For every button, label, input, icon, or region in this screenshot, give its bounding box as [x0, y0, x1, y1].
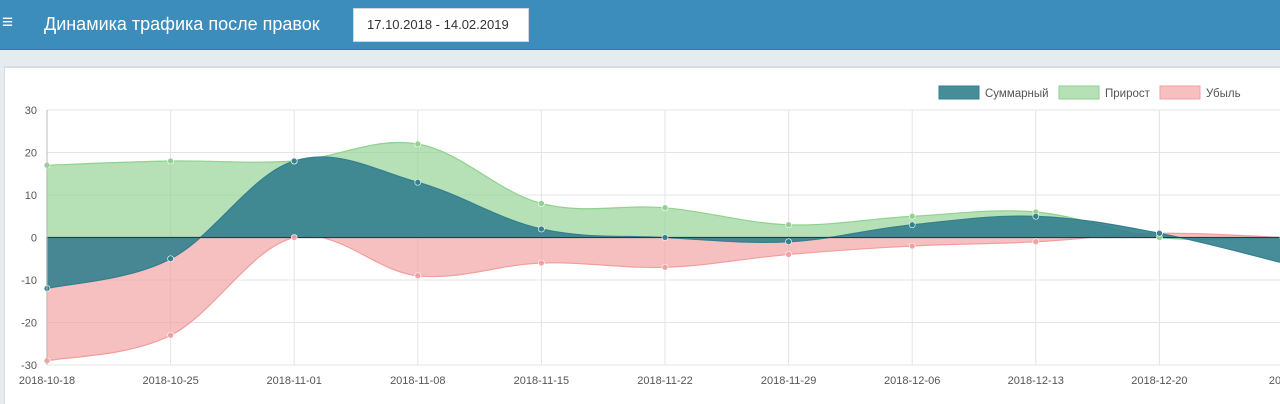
y-tick-label: -30: [21, 360, 37, 372]
y-tick-label: -10: [21, 275, 37, 287]
data-point[interactable]: [538, 200, 545, 207]
y-tick-label: 10: [25, 190, 37, 202]
legend-label[interactable]: Прирост: [1105, 88, 1151, 100]
data-point[interactable]: [414, 178, 422, 186]
data-point[interactable]: [661, 263, 669, 271]
x-tick-label: 2018-12-06: [884, 375, 940, 387]
legend-label[interactable]: Убыль: [1206, 88, 1241, 100]
data-point[interactable]: [538, 225, 545, 233]
data-point[interactable]: [785, 238, 792, 246]
data-point[interactable]: [1032, 238, 1040, 246]
series-areas: [46, 141, 1280, 362]
series-area-3: [46, 232, 1280, 362]
data-point[interactable]: [661, 204, 669, 212]
data-point[interactable]: [167, 255, 174, 263]
x-tick-label: 2018-10-18: [19, 375, 75, 387]
axes: 30 20 10 0 -10 -20 -30 2018-10-18 2018-10-25 2018…: [19, 105, 1280, 387]
page-title: Динамика трафика после правок: [44, 14, 320, 34]
x-tick-label: 2018-11-01: [266, 375, 321, 387]
data-point[interactable]: [167, 157, 174, 165]
header-bar: ≡ Динамика трафика после правок 17.10.20…: [0, 0, 1280, 50]
x-tick-label: 2018-12-20: [1131, 375, 1187, 387]
y-tick-label: 0: [31, 233, 37, 245]
data-point[interactable]: [785, 251, 792, 258]
hamburger-icon: ≡: [2, 12, 14, 33]
x-tick-label: 2018-11-08: [390, 375, 445, 387]
y-tick-label: 20: [25, 148, 37, 160]
data-point[interactable]: [908, 212, 916, 220]
x-tick-label: 2018-12-13: [1008, 375, 1064, 387]
legend-swatch[interactable]: [1159, 85, 1201, 100]
data-point[interactable]: [1032, 212, 1040, 220]
x-tick-label: 2018-11-29: [761, 375, 816, 387]
data-point[interactable]: [908, 221, 916, 229]
x-tick-label: 2018-11-15: [514, 375, 569, 387]
data-point[interactable]: [414, 272, 422, 280]
chart-panel: 30 20 10 0 -10 -20 -30 2018-10-18 2018-10-25 2018…: [4, 66, 1280, 404]
traffic-area-chart: 30 20 10 0 -10 -20 -30 2018-10-18 2018-10-25 2018…: [19, 85, 1280, 387]
data-point[interactable]: [290, 157, 298, 165]
y-tick-label: -20: [21, 318, 37, 330]
data-point[interactable]: [785, 221, 792, 229]
legend-label[interactable]: Суммарный: [985, 88, 1049, 100]
data-point[interactable]: [1156, 229, 1163, 237]
legend: Суммарный Прирост Убыль: [938, 85, 1241, 100]
data-point[interactable]: [661, 234, 669, 241]
x-tick-label: 2018-11-22: [637, 375, 692, 387]
data-point[interactable]: [538, 259, 545, 267]
data-point[interactable]: [290, 234, 298, 241]
menu-toggle-button[interactable]: ≡: [2, 10, 20, 36]
legend-swatch[interactable]: [1058, 85, 1100, 100]
legend-swatch[interactable]: [938, 85, 980, 100]
data-point[interactable]: [167, 331, 174, 339]
series-points: [43, 140, 1280, 365]
data-point[interactable]: [414, 140, 422, 148]
x-tick-label: 2018-10-25: [142, 375, 198, 387]
y-tick-label: 30: [25, 105, 37, 117]
data-point[interactable]: [908, 242, 916, 250]
date-range-picker[interactable]: 17.10.2018 - 14.02.2019: [353, 8, 529, 42]
x-tick-label: 2018-: [1269, 375, 1280, 387]
